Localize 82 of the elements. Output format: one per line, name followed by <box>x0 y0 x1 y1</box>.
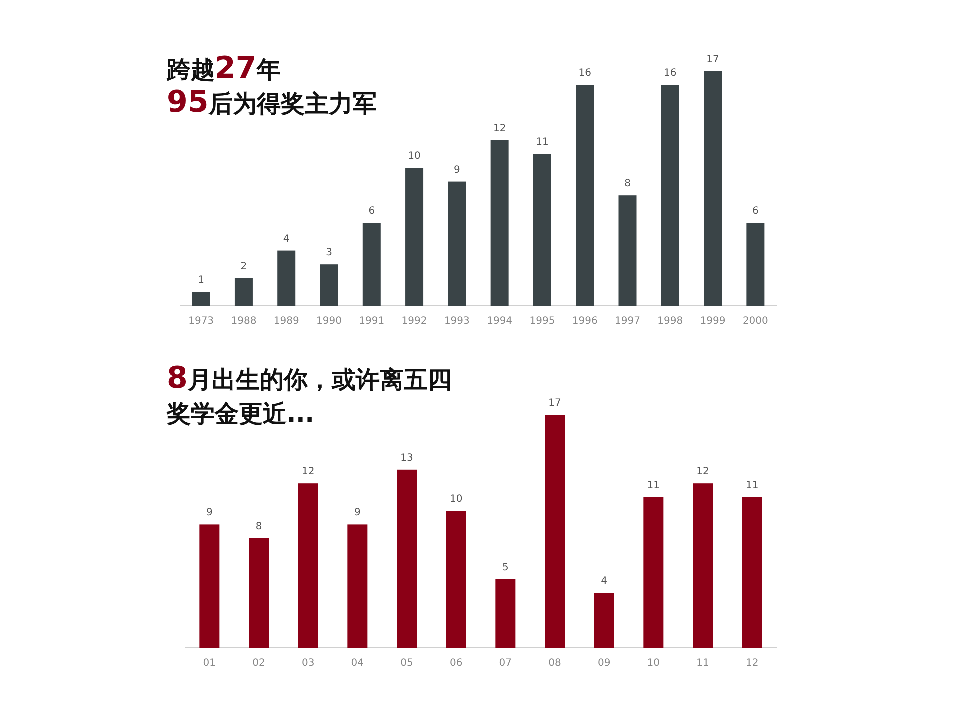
data-label: 3 <box>326 248 332 259</box>
data-label: 9 <box>206 508 213 519</box>
x-tick-label: 1993 <box>444 316 470 327</box>
data-label: 10 <box>450 494 463 505</box>
chart-title: 8月出生的你，或许离五四 <box>167 361 452 396</box>
data-label: 12 <box>696 466 710 478</box>
x-tick-label: 1999 <box>700 316 726 327</box>
x-tick-label: 1988 <box>231 316 257 327</box>
bar <box>661 85 680 306</box>
data-label: 17 <box>548 398 562 410</box>
data-label: 6 <box>368 206 376 218</box>
bar <box>278 250 296 306</box>
data-label: 12 <box>493 123 506 134</box>
x-tick-label: 06 <box>450 658 463 669</box>
chart-subtitle: 奖学金更近... <box>166 400 314 428</box>
x-tick-label: 1998 <box>658 316 684 327</box>
data-label: 17 <box>706 54 720 66</box>
chart-title: 跨越27年 <box>166 51 281 86</box>
x-tick-label: 2000 <box>742 316 768 327</box>
data-label: 8 <box>256 521 262 532</box>
x-tick-label: 05 <box>400 658 414 669</box>
x-tick-label: 08 <box>548 658 562 669</box>
bar <box>320 264 338 306</box>
bar <box>693 484 713 648</box>
data-label: 10 <box>408 151 421 162</box>
data-label: 13 <box>400 452 414 464</box>
data-label: 8 <box>624 178 631 190</box>
bar <box>362 223 381 306</box>
text: 95后为得奖主力军 <box>167 85 377 120</box>
data-label: 1 <box>198 275 205 286</box>
data-label: 16 <box>578 68 592 80</box>
x-tick-label: 02 <box>252 658 266 669</box>
data-label: 16 <box>664 68 677 80</box>
x-tick-label: 1973 <box>188 316 214 327</box>
bar <box>545 415 565 648</box>
x-tick-label: 1991 <box>359 316 385 327</box>
data-label: 11 <box>647 480 660 492</box>
x-tick-label: 11 <box>696 658 710 669</box>
bar <box>397 470 417 648</box>
x-tick-label: 04 <box>351 658 364 669</box>
data-label: 9 <box>354 508 361 519</box>
data-label: 4 <box>601 576 608 588</box>
x-tick-label: 1992 <box>402 316 428 327</box>
data-label: 12 <box>302 466 315 478</box>
bar <box>533 154 552 306</box>
bar <box>192 292 210 306</box>
x-tick-label: 10 <box>647 658 660 669</box>
data-label: 6 <box>752 206 759 218</box>
x-tick-label: 1997 <box>615 316 640 327</box>
data-label: 11 <box>746 480 759 492</box>
bar <box>448 182 466 306</box>
data-label: 9 <box>454 164 460 176</box>
bar <box>618 196 637 306</box>
bar <box>234 278 253 306</box>
x-tick-label: 07 <box>499 658 512 669</box>
bar <box>249 538 269 648</box>
bar <box>298 484 318 648</box>
data-label: 2 <box>240 261 248 272</box>
x-tick-label: 12 <box>746 658 759 669</box>
bar <box>200 524 220 648</box>
bar <box>348 524 368 648</box>
bar <box>644 497 664 648</box>
data-label: 5 <box>502 562 509 574</box>
data-label: 4 <box>283 234 290 245</box>
x-tick-label: 1994 <box>487 316 513 327</box>
data-label: 11 <box>536 137 549 148</box>
bar <box>490 140 509 306</box>
bar <box>594 593 614 648</box>
x-tick-label: 09 <box>598 658 611 669</box>
bar <box>742 497 762 648</box>
bar <box>406 168 424 306</box>
x-tick-label: 03 <box>302 658 315 669</box>
x-tick-label: 1996 <box>572 316 598 327</box>
x-tick-label: 1990 <box>316 316 342 327</box>
bar <box>704 71 722 306</box>
bar <box>576 85 594 306</box>
bar <box>446 511 466 648</box>
bar <box>496 580 516 648</box>
x-tick-label: 1989 <box>274 316 300 327</box>
bar <box>746 223 765 306</box>
x-tick-label: 01 <box>203 658 216 669</box>
x-tick-label: 1995 <box>530 316 556 327</box>
